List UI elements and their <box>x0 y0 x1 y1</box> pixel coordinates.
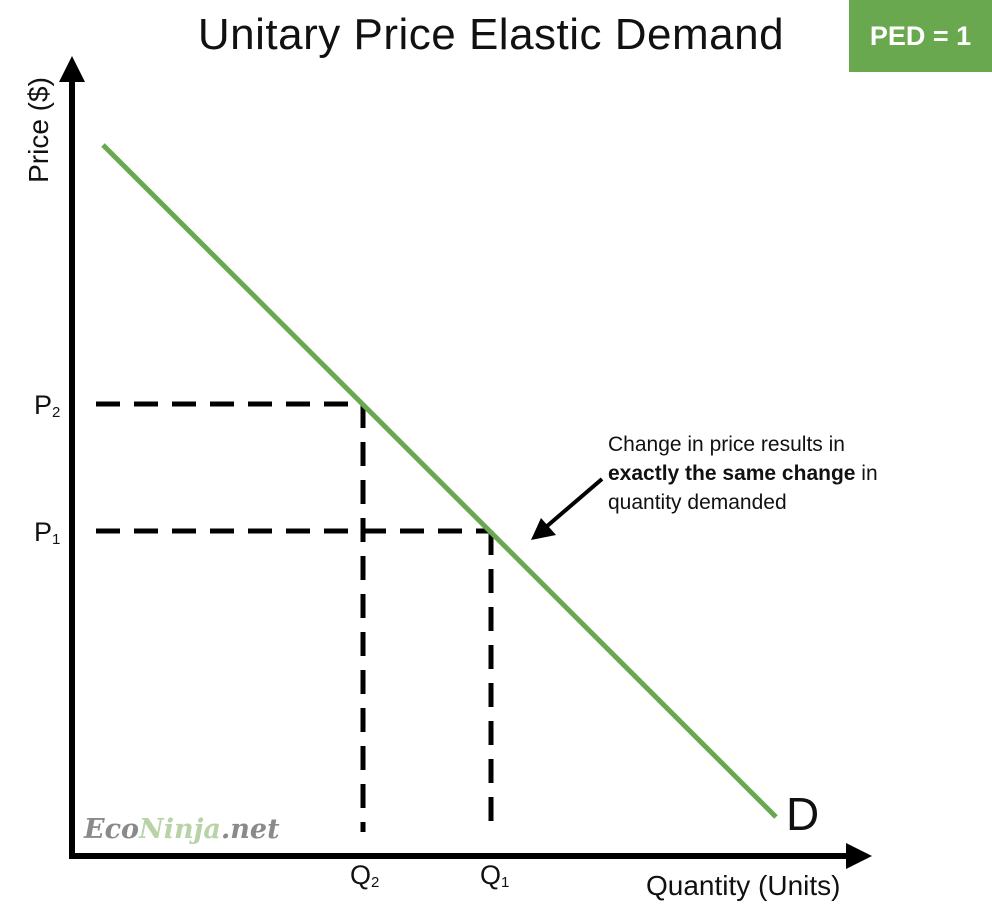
annotation-line-3: quantity demanded <box>608 491 787 514</box>
demand-curve-label: D <box>786 788 820 840</box>
econinja-watermark-logo: EcoNinja.net <box>84 814 280 845</box>
demand-curve <box>101 143 778 819</box>
watermark-net: .net <box>220 814 280 845</box>
watermark-ninja: Ninja <box>139 814 221 845</box>
tick-q1-subscript: 1 <box>501 874 510 891</box>
annotation-line-1: Change in price results in <box>608 433 845 456</box>
tick-p1: P1 <box>34 517 60 548</box>
tick-p1-subscript: 1 <box>52 531 61 548</box>
annotation-arrow-shaft <box>544 477 604 529</box>
tick-p1-letter: P <box>34 517 53 547</box>
annotation-after-bold: in <box>855 462 878 485</box>
ped-badge: PED = 1 <box>849 0 992 72</box>
annotation-text: Change in price results in exactly the s… <box>608 430 968 517</box>
diagram-title: Unitary Price Elastic Demand <box>197 10 785 59</box>
y-axis-label: Price ($) <box>23 77 54 183</box>
tick-q1-letter: Q <box>480 860 502 890</box>
y-axis-arrowhead <box>59 56 85 82</box>
tick-q2-letter: Q <box>350 860 372 890</box>
tick-p2-letter: P <box>34 390 53 420</box>
x-axis-label: Quantity (Units) <box>646 870 841 901</box>
x-axis-arrowhead <box>846 843 872 869</box>
tick-p2: P2 <box>34 390 60 421</box>
tick-q2: Q2 <box>350 860 379 891</box>
tick-p2-subscript: 2 <box>52 404 61 421</box>
annotation-arrowhead <box>531 518 556 540</box>
annotation-bold: exactly the same change <box>608 462 856 485</box>
tick-q1: Q1 <box>480 860 509 891</box>
watermark-eco: Eco <box>84 814 140 845</box>
tick-q2-subscript: 2 <box>371 874 380 891</box>
